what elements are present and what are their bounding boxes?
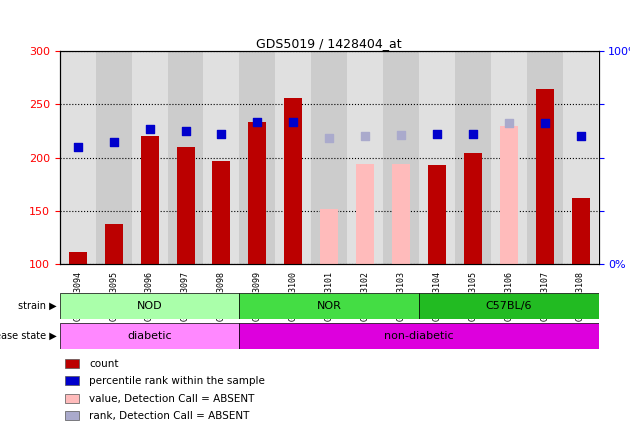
Point [324,135,334,142]
Bar [248,122,266,264]
Bar [320,209,338,264]
Text: rank, Detection Call = ABSENT: rank, Detection Call = ABSENT [89,411,250,421]
Bar [356,164,374,264]
Point [144,125,155,132]
Bar [212,161,231,264]
Bar [66,411,79,420]
Text: percentile rank within the sample: percentile rank within the sample [89,376,265,386]
Bar [536,89,554,264]
Point [539,120,549,127]
Point [108,138,118,145]
Bar [284,98,302,264]
Text: non-diabetic: non-diabetic [384,331,454,341]
Title: GDS5019 / 1428404_at: GDS5019 / 1428404_at [256,37,402,49]
Bar [60,323,239,349]
Point [288,119,299,126]
Point [467,131,478,137]
Bar [491,51,527,264]
Point [576,133,586,140]
Bar [428,165,446,264]
Bar [239,51,275,264]
Point [504,120,514,127]
Text: value, Detection Call = ABSENT: value, Detection Call = ABSENT [89,393,255,404]
Bar [66,359,79,368]
Point [396,132,406,138]
Bar [347,51,383,264]
Bar [239,323,598,349]
Bar [275,51,311,264]
Bar [132,51,168,264]
Point [252,119,263,126]
Bar [311,51,347,264]
Point [217,131,227,137]
Point [73,143,83,150]
Bar [419,293,598,319]
Bar [140,136,159,264]
Bar [527,51,563,264]
Bar [203,51,239,264]
Bar [69,252,87,264]
Bar [419,51,455,264]
Text: C57BL/6: C57BL/6 [486,301,532,311]
Bar [168,51,203,264]
Bar [464,153,482,264]
Bar [500,126,518,264]
Bar [571,198,590,264]
Bar [66,376,79,385]
Bar [239,293,419,319]
Bar [60,293,239,319]
Point [432,131,442,137]
Point [360,133,370,140]
Bar [383,51,419,264]
Bar [60,51,96,264]
Bar [563,51,598,264]
Bar [96,51,132,264]
Point [180,127,190,134]
Text: count: count [89,359,119,369]
Text: NOR: NOR [317,301,341,311]
Bar [176,147,195,264]
Text: NOD: NOD [137,301,163,311]
Bar [392,164,410,264]
Text: disease state ▶: disease state ▶ [0,331,57,341]
Text: diabetic: diabetic [127,331,172,341]
Bar [105,224,123,264]
Text: strain ▶: strain ▶ [18,301,57,311]
Bar [455,51,491,264]
Bar [66,394,79,403]
